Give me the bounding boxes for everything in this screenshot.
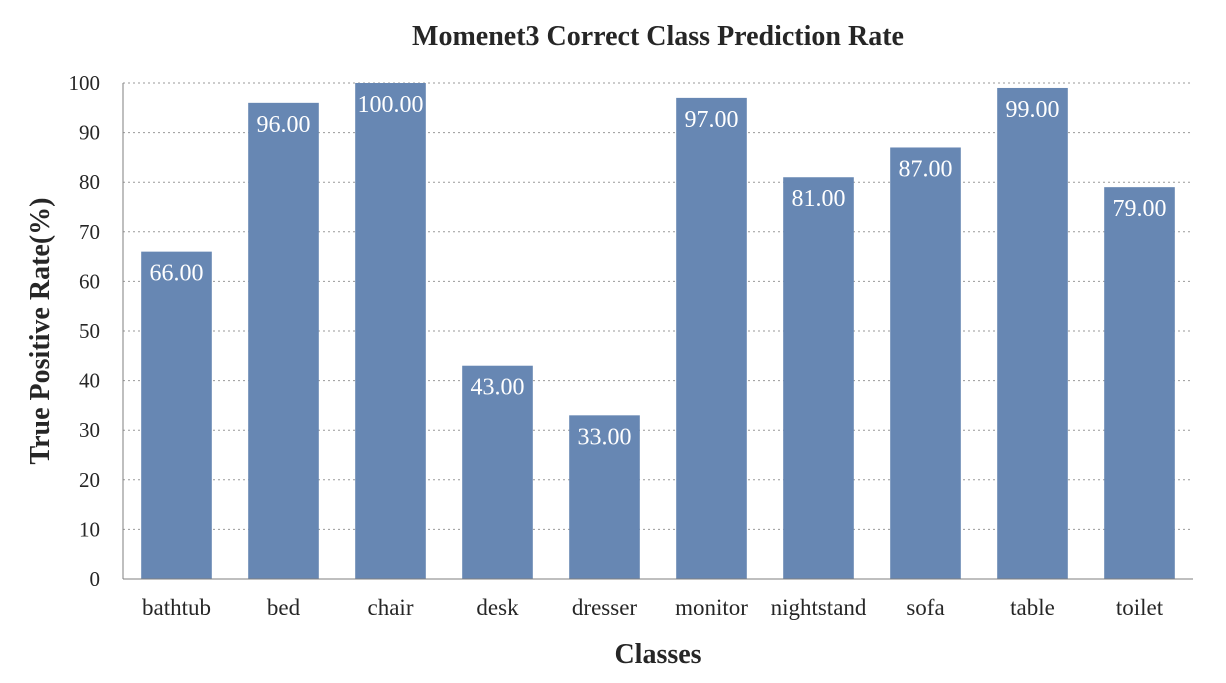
- bar-bathtub: [141, 251, 212, 579]
- bar-bed: [248, 102, 319, 579]
- data-label: 66.00: [150, 261, 204, 287]
- x-tick-label: toilet: [1116, 595, 1164, 620]
- labels: 0 10 20 30 40 50 60 70 80 90 100 66.00 bathtub 96.00 b…: [69, 71, 1167, 620]
- bar-chair: [355, 83, 426, 579]
- x-tick-label: monitor: [675, 595, 748, 620]
- y-tick-label: 40: [79, 369, 100, 393]
- bar-dresser: [569, 415, 640, 579]
- bar-nightstand: [783, 177, 854, 580]
- y-tick-label: 90: [79, 121, 100, 145]
- bar-toilet: [1104, 187, 1175, 579]
- data-label: 33.00: [578, 424, 632, 450]
- bar-table: [997, 87, 1068, 580]
- x-tick-label: desk: [476, 595, 519, 620]
- x-axis-title: Classes: [614, 639, 701, 670]
- x-tick-label: bed: [267, 595, 301, 620]
- x-tick-label: chair: [368, 595, 414, 620]
- data-label: 87.00: [899, 156, 953, 182]
- axes: [122, 83, 1193, 580]
- y-tick-label: 100: [69, 71, 101, 95]
- data-label: 100.00: [358, 92, 424, 118]
- data-label: 97.00: [685, 107, 739, 133]
- bars: [141, 83, 1175, 580]
- data-label: 79.00: [1113, 196, 1167, 222]
- y-tick-label: 80: [79, 170, 100, 194]
- x-tick-label: dresser: [572, 595, 637, 620]
- y-tick-label: 0: [90, 567, 101, 591]
- data-label: 81.00: [792, 186, 846, 212]
- bar-desk: [462, 365, 533, 579]
- bar-monitor: [676, 97, 747, 579]
- y-tick-label: 60: [79, 269, 100, 293]
- y-tick-label: 70: [79, 220, 100, 244]
- x-tick-label: nightstand: [771, 595, 867, 620]
- y-tick-label: 50: [79, 319, 100, 343]
- bar-sofa: [890, 147, 961, 580]
- data-label: 99.00: [1006, 97, 1060, 123]
- x-tick-label: sofa: [906, 595, 944, 620]
- data-label: 96.00: [257, 112, 311, 138]
- y-tick-label: 20: [79, 468, 100, 492]
- y-tick-label: 10: [79, 517, 100, 541]
- data-label: 43.00: [471, 375, 525, 401]
- x-tick-label: table: [1010, 595, 1055, 620]
- chart-title: Momenet3 Correct Class Prediction Rate: [412, 21, 904, 52]
- x-tick-label: bathtub: [142, 595, 211, 620]
- y-tick-label: 30: [79, 418, 100, 442]
- y-axis-title: True Positive Rate(%): [25, 198, 56, 465]
